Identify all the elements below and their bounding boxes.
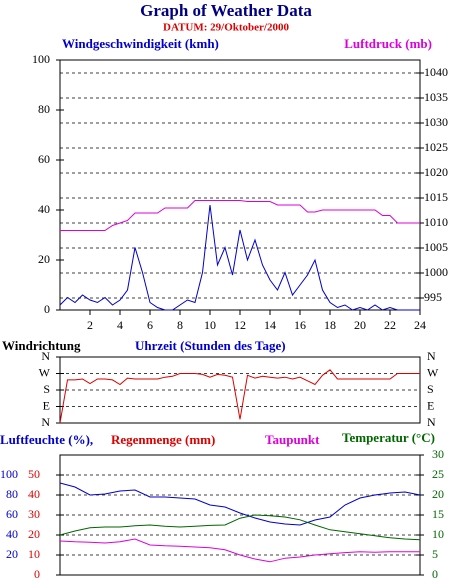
subtitle: DATUM: 29/Oktober/2000 (163, 22, 289, 34)
y-tick-label: 10 (28, 547, 40, 561)
x-tick-label: 8 (177, 318, 183, 332)
y-tick-label: 1035 (424, 90, 448, 104)
x-tick-label: 4 (117, 318, 123, 332)
pressure-label: Luftdruck (mb) (344, 36, 432, 51)
x-tick-label: 20 (354, 318, 366, 332)
y2-tick-label: N (427, 415, 436, 429)
humidity-label: Luftfeuchte (%), (0, 432, 93, 447)
y-tick-label: 25 (432, 467, 444, 481)
y-tick-label: 80 (38, 102, 50, 116)
x-tick-label: 24 (414, 318, 426, 332)
y-tick-label: 1025 (424, 140, 448, 154)
x-tick-label: 2 (87, 318, 93, 332)
x-axis-label: Uhrzeit (Stunden des Tage) (135, 338, 286, 353)
y-tick-label: 20 (38, 252, 50, 266)
wind-label: Windgeschwindigkeit (kmh) (62, 36, 219, 51)
y-tick-label: 40 (28, 487, 40, 501)
y-tick-label: W (39, 365, 51, 379)
series-line (60, 200, 420, 231)
x-tick-label: 6 (147, 318, 153, 332)
series-line (59, 538, 420, 563)
y-tick-label: 60 (38, 152, 50, 166)
y2-tick-label: S (427, 382, 434, 396)
y-tick-label: 1000 (424, 265, 448, 279)
title: Graph of Weather Data (140, 1, 312, 20)
y-tick-label: 60 (6, 507, 18, 521)
y-tick-label: 1015 (424, 190, 448, 204)
y-tick-label: 40 (6, 527, 18, 541)
series-line (59, 514, 421, 541)
y2-tick-label: W (427, 365, 439, 379)
y-tick-label: 0 (34, 567, 40, 581)
y-tick-label: 30 (28, 507, 40, 521)
temperature-label: Temperatur (°C) (342, 430, 435, 445)
x-tick-label: 10 (204, 318, 216, 332)
y-tick-label: 1040 (424, 65, 448, 79)
series-line (59, 369, 420, 424)
y-tick-label: 15 (432, 507, 444, 521)
x-tick-label: 22 (384, 318, 396, 332)
y-tick-label: E (43, 398, 50, 412)
y-tick-label: 40 (38, 202, 50, 216)
y-tick-label: 995 (424, 290, 442, 304)
y-tick-label: 1010 (424, 215, 448, 229)
direction-label: Windrichtung (2, 338, 81, 353)
y-tick-label: 100 (32, 52, 50, 66)
y-tick-label: 20 (6, 547, 18, 561)
y-tick-label: N (41, 415, 50, 429)
y-tick-label: 20 (432, 487, 444, 501)
y-tick-label: 0 (432, 567, 438, 581)
y-tick-label: N (41, 349, 50, 363)
y-tick-label: 10 (432, 527, 444, 541)
y-tick-label: S (43, 382, 50, 396)
y-tick-label: 20 (28, 527, 40, 541)
y-tick-label: 1030 (424, 115, 448, 129)
plot-frame (59, 59, 421, 311)
x-tick-label: 12 (234, 318, 246, 332)
y2-tick-label: N (427, 349, 436, 363)
x-tick-label: 18 (324, 318, 336, 332)
y-tick-label: 1005 (424, 240, 448, 254)
y-tick-label: 30 (432, 447, 444, 461)
y-tick-label: 100 (0, 467, 18, 481)
x-tick-label: 16 (294, 318, 306, 332)
y2-tick-label: E (427, 398, 434, 412)
rain-label: Regenmenge (mm) (111, 432, 215, 447)
y-tick-label: 0 (44, 302, 50, 316)
y-tick-label: 50 (28, 467, 40, 481)
y-tick-label: 5 (432, 547, 438, 561)
x-tick-label: 14 (264, 318, 276, 332)
series-line (59, 204, 420, 311)
y-tick-label: 1020 (424, 165, 448, 179)
series-line (59, 482, 421, 526)
dewpoint-label: Taupunkt (265, 432, 320, 447)
y-tick-label: 80 (6, 487, 18, 501)
